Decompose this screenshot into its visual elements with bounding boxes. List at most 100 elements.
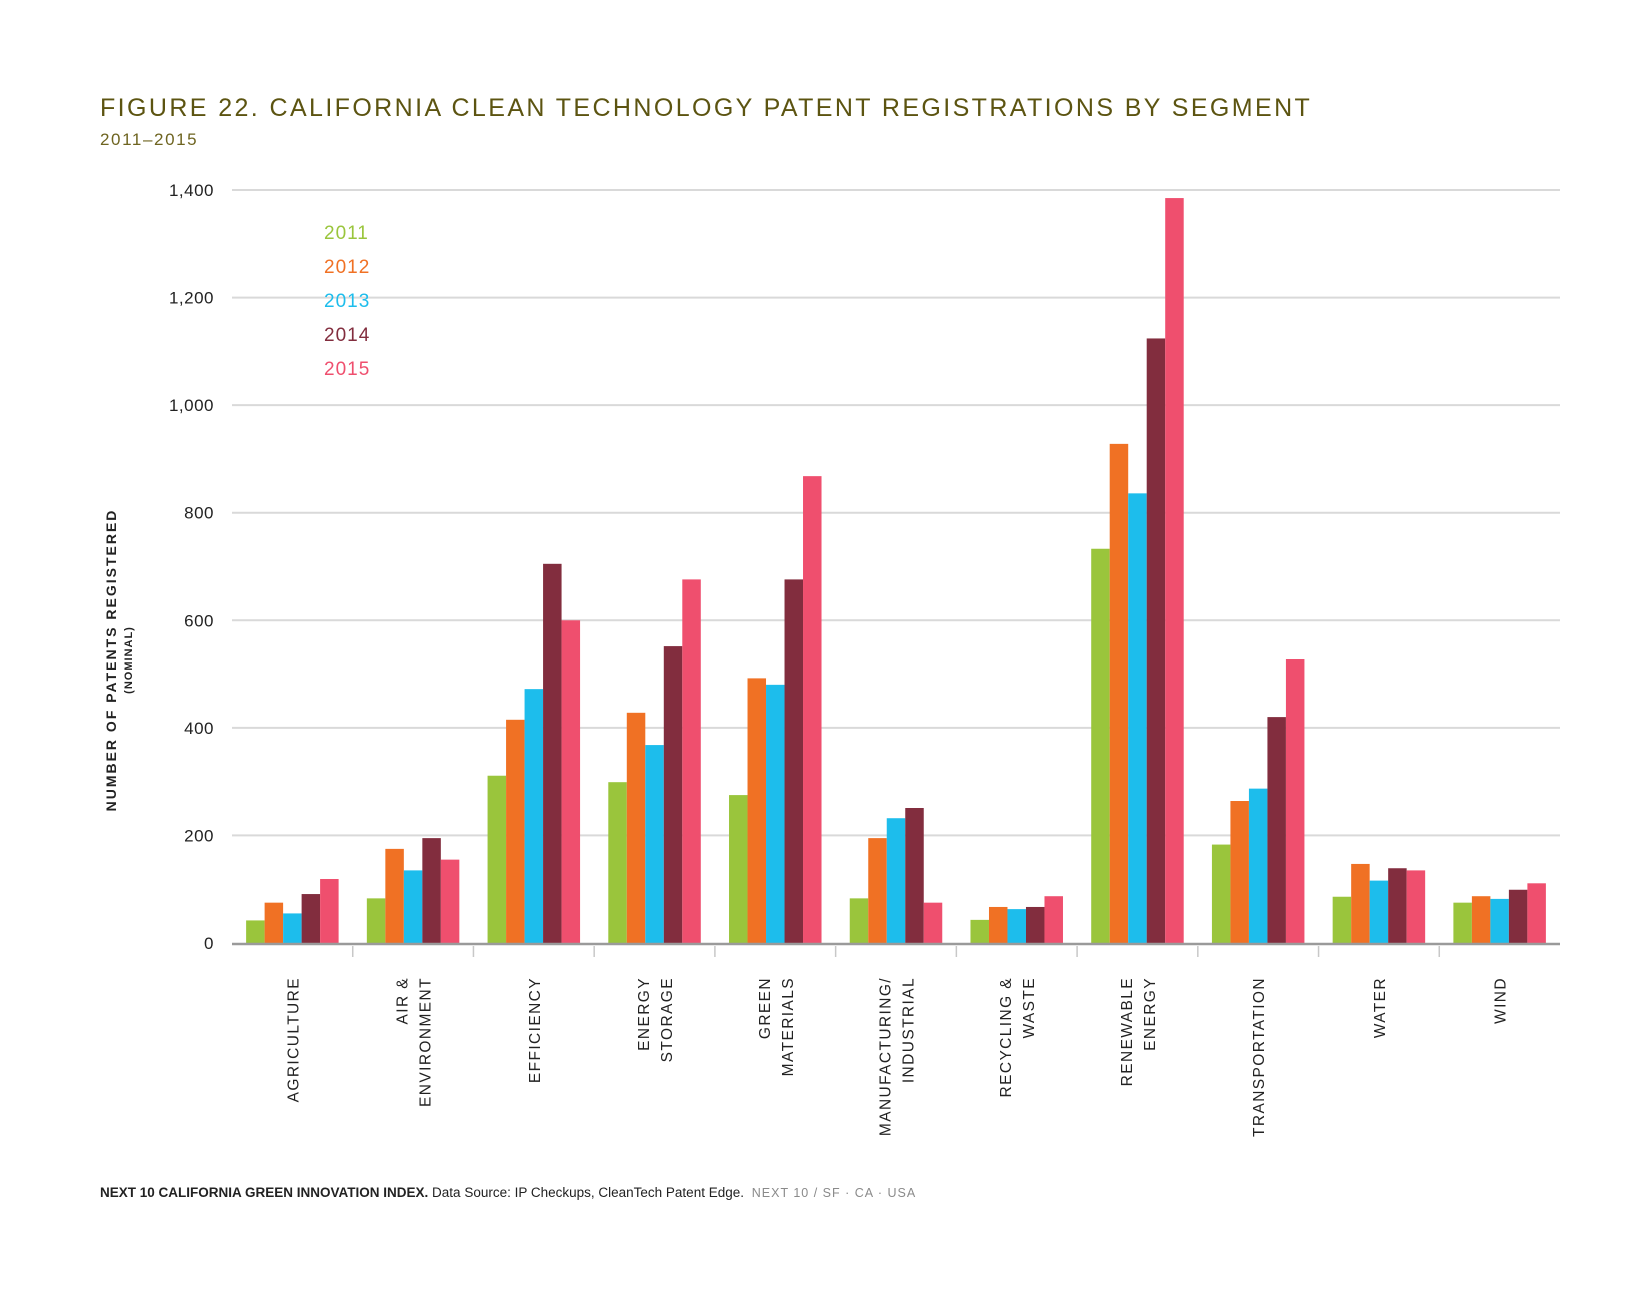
category-label: TRANSPORTATION xyxy=(1251,977,1268,1137)
category-label: ENERGY xyxy=(636,977,653,1051)
bar-2014 xyxy=(663,646,683,943)
bar-2013 xyxy=(1490,898,1509,943)
y-axis-ticks: 0 200 400 600 800 1,000 1,200 1,400 xyxy=(169,181,214,953)
y-tick-label: 400 xyxy=(184,719,214,738)
category-label: MATERIALS xyxy=(780,977,797,1076)
bar-2014 xyxy=(905,807,924,943)
bar-2012 xyxy=(1471,896,1491,943)
category-label: GREEN xyxy=(757,977,774,1039)
bar-2015 xyxy=(1044,896,1063,943)
bar-2012 xyxy=(385,848,404,943)
x-axis: AGRICULTURE AIR & ENVIRONMENT EFFICIENCY ENE… xyxy=(232,942,1560,1137)
bar-2011 xyxy=(608,782,627,943)
category-label: WASTE xyxy=(1021,977,1038,1039)
bar-2013 xyxy=(524,689,544,943)
category-label: RENEWABLE xyxy=(1119,977,1136,1086)
chart-title: FIGURE 22. CALIFORNIA CLEAN TECHNOLOGY P… xyxy=(100,94,1313,122)
footer-source-title: NEXT 10 CALIFORNIA GREEN INNOVATION INDE… xyxy=(100,1185,429,1200)
category-label: EFFICIENCY xyxy=(527,977,544,1083)
bar-2015 xyxy=(561,620,581,943)
bar-2014 xyxy=(1267,717,1286,943)
bar-2012 xyxy=(1351,863,1370,943)
bar-2012 xyxy=(264,902,284,943)
y-tick-label: 1,000 xyxy=(169,396,214,415)
category-label: AIR & xyxy=(395,977,412,1024)
bar-2011 xyxy=(1091,548,1110,943)
category-label: WATER xyxy=(1372,977,1389,1038)
bar-2014 xyxy=(1388,868,1407,943)
bar-2012 xyxy=(1230,801,1249,943)
bar-2014 xyxy=(422,838,441,943)
category-label: WIND xyxy=(1493,977,1510,1024)
bar-2012 xyxy=(626,712,646,943)
bar-2014 xyxy=(784,579,804,943)
bar-2012 xyxy=(506,719,525,943)
bar-2015 xyxy=(1165,198,1184,943)
bar-2011 xyxy=(970,919,989,943)
bar-2015 xyxy=(440,859,460,943)
bar-2015 xyxy=(1406,870,1426,943)
y-axis-subtitle: (NOMINAL) xyxy=(123,626,135,694)
bar-2011 xyxy=(1211,844,1231,943)
bar-2012 xyxy=(868,838,887,943)
category-label: STORAGE xyxy=(659,977,676,1062)
footer: NEXT 10 CALIFORNIA GREEN INNOVATION INDE… xyxy=(100,1185,916,1200)
bar-2014 xyxy=(1508,889,1528,943)
legend-item-2015: 2015 xyxy=(324,359,370,380)
bar-2011 xyxy=(1453,902,1472,943)
bar-2015 xyxy=(803,476,822,943)
bar-2012 xyxy=(1109,443,1129,943)
legend-item-2014: 2014 xyxy=(324,325,370,346)
y-axis-title: NUMBER OF PATENTS REGISTERED xyxy=(103,509,119,812)
y-axis-label: NUMBER OF PATENTS REGISTERED (NOMINAL) xyxy=(103,509,135,812)
bar-2013 xyxy=(1248,788,1268,943)
y-tick-label: 1,400 xyxy=(169,181,214,200)
bar-2011 xyxy=(487,775,507,943)
category-label: RECYCLING & xyxy=(998,977,1015,1097)
bar-2014 xyxy=(543,563,562,943)
bar-2013 xyxy=(886,818,906,943)
y-tick-label: 0 xyxy=(204,934,214,953)
bar-2011 xyxy=(1332,896,1352,943)
bar-2014 xyxy=(1146,338,1166,943)
category-label: ENVIRONMENT xyxy=(418,977,435,1107)
legend-item-2011: 2011 xyxy=(324,223,369,244)
legend: 2011 2012 2013 2014 2015 xyxy=(324,223,370,380)
bar-2013 xyxy=(1007,909,1026,943)
bar-2013 xyxy=(403,870,423,943)
gridlines xyxy=(232,189,1560,837)
category-label: INDUSTRIAL xyxy=(901,977,918,1083)
bar-2012 xyxy=(988,906,1008,943)
legend-item-2012: 2012 xyxy=(324,257,370,278)
y-tick-label: 800 xyxy=(184,504,214,523)
bar-2014 xyxy=(1025,906,1045,943)
bar-2011 xyxy=(366,898,386,943)
bar-2013 xyxy=(1128,493,1147,943)
bar-2015 xyxy=(320,878,339,943)
bar-2015 xyxy=(1527,883,1546,943)
bar-2011 xyxy=(246,920,265,943)
bar-2015 xyxy=(923,902,943,943)
chart-subtitle: 2011–2015 xyxy=(100,130,199,149)
bar-2011 xyxy=(729,795,748,943)
bar-2014 xyxy=(301,894,321,943)
category-label: ENERGY xyxy=(1142,977,1159,1051)
legend-item-2013: 2013 xyxy=(324,291,370,312)
bar-2011 xyxy=(849,898,869,943)
bars xyxy=(246,198,1546,943)
y-tick-label: 1,200 xyxy=(169,289,214,308)
y-tick-label: 200 xyxy=(184,826,214,845)
category-label: MANUFACTURING/ xyxy=(878,977,895,1136)
y-tick-label: 600 xyxy=(184,611,214,630)
footer-brand: NEXT 10 / SF · CA · USA xyxy=(751,1186,917,1200)
bar-2015 xyxy=(1285,659,1305,943)
bar-2013 xyxy=(283,913,302,943)
bar-2015 xyxy=(682,579,701,943)
footer-source-text: Data Source: IP Checkups, CleanTech Pate… xyxy=(432,1185,744,1200)
bar-2013 xyxy=(1369,880,1389,943)
bar-2013 xyxy=(645,745,664,943)
bar-2012 xyxy=(747,678,767,943)
bar-2013 xyxy=(766,684,785,943)
category-label: AGRICULTURE xyxy=(285,977,302,1102)
